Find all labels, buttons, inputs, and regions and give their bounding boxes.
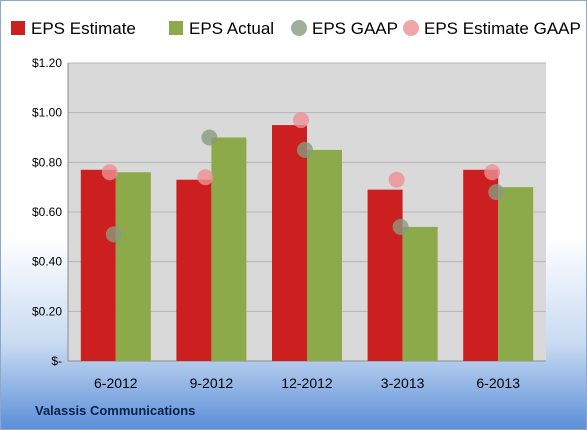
- x-tick-label: 3-2013: [381, 375, 425, 391]
- legend-label: EPS GAAP: [312, 19, 398, 38]
- y-tick-label: $-: [51, 354, 62, 368]
- bar-eps-estimate: [176, 179, 212, 361]
- bar-eps-estimate: [367, 189, 403, 361]
- x-tick-label: 6-2012: [94, 375, 138, 391]
- y-tick-label: $1.00: [32, 106, 62, 120]
- marker-eps-estimate-gaap: [484, 164, 501, 181]
- legend-label: EPS Actual: [189, 19, 274, 38]
- legend-swatch: [169, 21, 183, 35]
- marker-eps-gaap: [392, 218, 409, 235]
- marker-eps-estimate-gaap: [101, 164, 118, 181]
- x-tick-label: 6-2013: [476, 375, 520, 391]
- marker-eps-estimate-gaap: [388, 171, 405, 188]
- y-axis-ticks: $- $0.20 $0.40 $0.60 $0.80 $1.00 $1.20: [32, 56, 62, 368]
- y-tick-label: $0.60: [32, 205, 62, 219]
- y-tick-label: $0.20: [32, 304, 62, 318]
- company-name: Valassis Communications: [35, 403, 196, 418]
- legend-label: EPS Estimate: [31, 19, 136, 38]
- x-axis-ticks: 6-2012 9-2012 12-2012 3-2013 6-2013: [94, 375, 520, 391]
- bar-eps-estimate: [463, 169, 499, 361]
- x-tick-label: 12-2012: [281, 375, 333, 391]
- x-tick-label: 9-2012: [190, 375, 234, 391]
- marker-eps-estimate-gaap: [293, 112, 309, 129]
- marker-eps-gaap: [105, 226, 122, 243]
- bar-eps-actual: [115, 172, 151, 361]
- bar-eps-actual: [498, 187, 534, 361]
- y-tick-label: $0.40: [32, 255, 62, 269]
- marker-eps-gaap: [488, 184, 505, 201]
- bar-eps-actual: [211, 137, 247, 361]
- legend: EPS Estimate EPS Actual EPS GAAP EPS Estima…: [11, 19, 581, 38]
- y-tick-label: $1.20: [32, 56, 62, 70]
- marker-eps-gaap: [201, 129, 218, 146]
- legend-swatch: [11, 21, 25, 35]
- bar-eps-actual: [307, 149, 342, 361]
- bar-eps-actual: [402, 226, 438, 361]
- marker-eps-estimate-gaap: [197, 169, 214, 186]
- markers: [101, 112, 505, 243]
- bars: [80, 125, 534, 361]
- y-tick-label: $0.80: [32, 155, 62, 169]
- bar-eps-estimate: [80, 169, 116, 361]
- marker-eps-gaap: [297, 141, 313, 158]
- bar-eps-estimate: [272, 125, 307, 361]
- legend-swatch: [403, 20, 419, 36]
- legend-swatch: [291, 20, 307, 36]
- legend-label: EPS Estimate GAAP: [424, 19, 581, 38]
